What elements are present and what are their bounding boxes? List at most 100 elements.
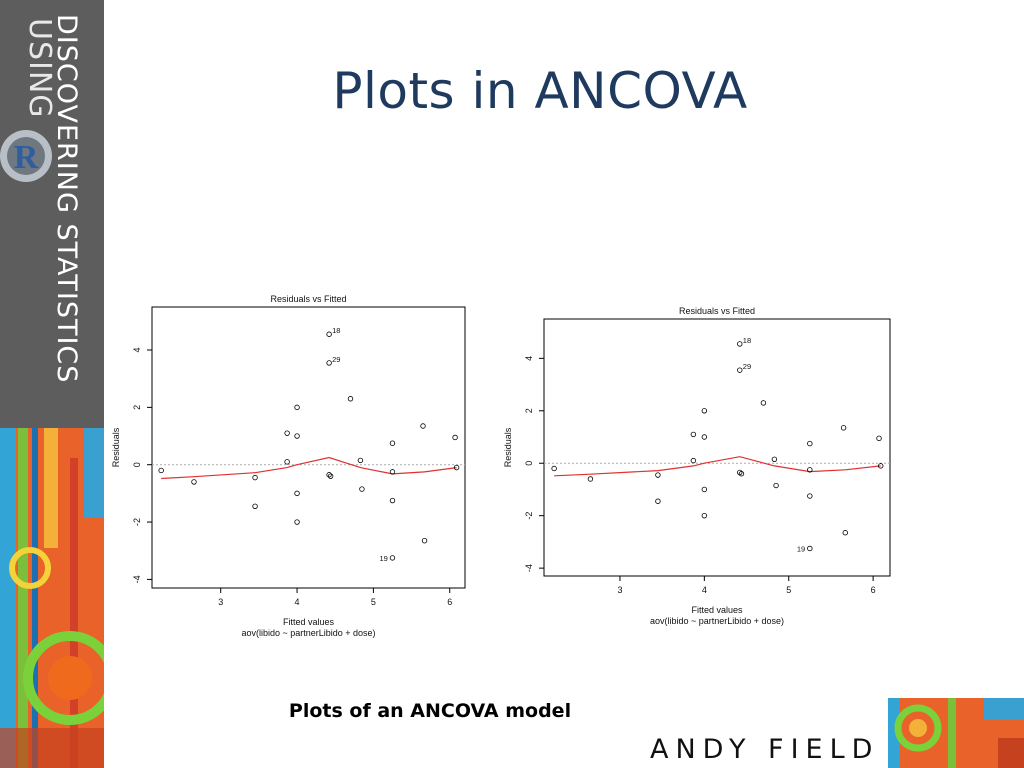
residual-point <box>876 435 882 442</box>
residual-point <box>453 464 460 471</box>
residual-point <box>807 467 813 473</box>
residual-point <box>773 482 779 489</box>
point-id-label: 18 <box>743 336 751 345</box>
residual-point <box>284 459 290 465</box>
residual-point <box>452 434 458 441</box>
x-tick-label: 5 <box>786 585 791 595</box>
y-tick-label: 0 <box>524 461 534 466</box>
x-axis-label: Fitted values <box>283 617 335 627</box>
residual-point <box>389 555 396 561</box>
residual-point <box>294 404 300 411</box>
residual-point <box>294 433 300 439</box>
residual-point <box>359 486 365 492</box>
residual-point <box>737 367 743 373</box>
residual-point <box>294 519 300 525</box>
residual-point <box>737 469 743 476</box>
y-axis-label: Residuals <box>111 427 121 467</box>
y-tick-label: -4 <box>524 564 534 572</box>
residual-point <box>421 537 428 544</box>
residual-point <box>327 473 334 479</box>
residual-point <box>191 479 197 485</box>
x-axis-subtitle: aov(libido ~ partnerLibido + dose) <box>650 616 784 626</box>
y-tick-label: -2 <box>132 518 142 526</box>
plot-frame <box>543 318 891 577</box>
y-tick-label: 4 <box>524 356 534 361</box>
residual-point <box>807 493 813 499</box>
x-tick-label: 3 <box>218 597 223 607</box>
x-tick-label: 4 <box>295 597 300 607</box>
y-axis-label: Residuals <box>503 427 513 467</box>
residual-point <box>420 423 426 429</box>
residual-point <box>771 456 778 463</box>
point-id-label: 19 <box>797 544 805 553</box>
residual-point <box>357 457 364 464</box>
residual-point <box>690 457 697 464</box>
residual-point <box>878 463 884 469</box>
lowess-smooth-line <box>161 456 457 480</box>
residual-point <box>701 408 708 414</box>
x-axis-subtitle: aov(libido ~ partnerLibido + dose) <box>241 628 375 638</box>
brand-text-using: USING <box>22 18 57 119</box>
x-tick-label: 6 <box>447 597 452 607</box>
residual-point <box>294 490 300 497</box>
residual-point <box>252 474 258 481</box>
residual-point <box>701 434 708 440</box>
residual-point <box>587 476 594 482</box>
residual-point <box>701 486 708 493</box>
point-id-label: 19 <box>379 554 387 563</box>
residual-point <box>807 440 813 447</box>
residual-point <box>737 341 743 347</box>
brand-text-discovering-statistics: DISCOVERING STATISTICS <box>51 14 82 383</box>
residual-point <box>347 396 354 402</box>
y-tick-label: -4 <box>132 575 142 583</box>
plot-title: Residuals vs Fitted <box>270 294 346 304</box>
residual-point <box>690 431 697 438</box>
r-logo-icon: R <box>0 130 52 182</box>
residual-point <box>701 512 708 519</box>
residual-point <box>655 498 661 504</box>
y-tick-label: 4 <box>132 348 142 353</box>
residual-point <box>738 471 745 477</box>
residual-point <box>389 497 396 504</box>
brand-logo: R USING DISCOVERING STATISTICS <box>0 14 82 383</box>
residual-point <box>326 360 332 366</box>
residual-point <box>158 467 164 474</box>
residual-point <box>807 545 813 552</box>
x-tick-label: 3 <box>617 585 622 595</box>
sidebar-artwork <box>0 428 104 768</box>
slide-title: Plots in ANCOVA <box>332 62 748 120</box>
plot-frame <box>151 306 466 589</box>
lowess-smooth-line <box>554 456 881 477</box>
residual-point <box>655 472 661 478</box>
plot-title: Residuals vs Fitted <box>679 306 755 316</box>
residual-point <box>842 530 848 536</box>
x-tick-label: 5 <box>371 597 376 607</box>
residual-point <box>252 503 258 509</box>
x-tick-label: 4 <box>702 585 707 595</box>
residual-point <box>760 400 767 406</box>
corner-artwork <box>888 698 1024 768</box>
residual-point <box>551 465 557 472</box>
point-id-label: 29 <box>332 355 340 364</box>
author-name: ANDY FIELD <box>650 734 880 765</box>
residual-point <box>389 469 396 475</box>
y-tick-label: 2 <box>132 405 142 410</box>
slide-caption: Plots of an ANCOVA model <box>288 700 572 722</box>
residual-point <box>389 440 396 446</box>
brand-sidebar-panel <box>0 0 104 428</box>
residual-point <box>284 430 290 436</box>
residual-point <box>326 472 332 478</box>
x-axis-label: Fitted values <box>691 605 743 615</box>
point-id-label: 29 <box>743 362 751 371</box>
brand-sidebar: R USING DISCOVERING STATISTICS <box>0 0 104 768</box>
y-tick-label: 0 <box>132 462 142 467</box>
residual-point <box>326 331 332 337</box>
y-tick-label: 2 <box>524 408 534 413</box>
logo-letter: R <box>14 139 39 176</box>
x-tick-label: 6 <box>871 585 876 595</box>
point-id-label: 18 <box>332 326 340 335</box>
residual-point <box>840 425 847 431</box>
y-tick-label: -2 <box>524 512 534 520</box>
